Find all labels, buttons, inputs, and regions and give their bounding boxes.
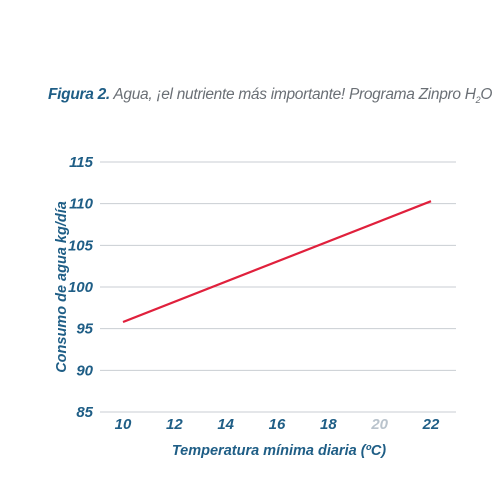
x-axis-ticks: 10 12 14 16 18 20 22 [115, 416, 440, 433]
y-tick-label: 95 [76, 321, 93, 338]
x-tick-label: 22 [422, 416, 440, 433]
x-tick-label: 12 [166, 416, 183, 433]
y-axis-ticks: 85 90 95 100 105 110 115 [68, 154, 94, 421]
x-axis-label: Temperatura mínima diaria (ºC) [172, 443, 386, 459]
series-line [122, 200, 432, 324]
figure-caption: Figura 2. Agua, ¡el nutriente más import… [48, 86, 498, 105]
figure-number: Figura 2. [48, 86, 110, 103]
y-tick-label: 100 [68, 279, 94, 296]
x-tick-label: 18 [320, 416, 337, 433]
caption-suffix: O [480, 86, 493, 103]
y-tick-label: 85 [76, 404, 93, 421]
caption-text: Agua, ¡el nutriente más importante! Prog… [113, 86, 476, 103]
caption-subscript: 2 [475, 95, 481, 106]
y-tick-label: 90 [76, 362, 93, 379]
series-group [122, 200, 432, 324]
y-tick-label: 115 [69, 154, 94, 171]
y-tick-label: 105 [68, 237, 94, 254]
x-tick-label: 10 [115, 416, 132, 433]
grid-lines [100, 161, 456, 413]
x-tick-label: 14 [217, 416, 234, 433]
x-tick-label: 20 [370, 416, 388, 433]
y-axis-label: Consumo de agua kg/día [54, 201, 70, 373]
y-tick-label: 110 [69, 196, 94, 213]
x-tick-label: 16 [269, 416, 286, 433]
